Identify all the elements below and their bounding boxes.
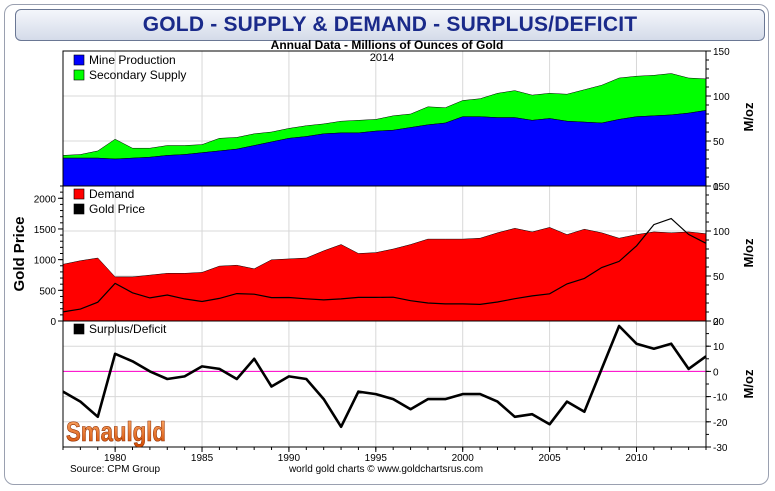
y-tick-label: 1000 [34, 256, 57, 267]
legend-label: Secondary Supply [89, 68, 186, 82]
title-bar: GOLD - SUPPLY & DEMAND - SURPLUS/DEFICIT [15, 9, 765, 41]
y-tick-label: 0 [713, 317, 719, 328]
y-tick-label: 100 [713, 227, 730, 238]
year-label: 2014 [370, 52, 394, 64]
legend-swatch [73, 54, 85, 66]
y-tick-label: 150 [713, 47, 730, 58]
y-tick-label: 0 [50, 317, 56, 328]
gold-price-line [62, 217, 707, 313]
ylabel-surplus: M/oz [741, 369, 756, 398]
x-tick-label: 2005 [538, 453, 561, 464]
ylabel-demand-right: M/oz [741, 238, 756, 267]
y-tick-label: -30 [713, 443, 728, 454]
plot-area-3 [63, 321, 706, 447]
logo: Smaulgld [66, 416, 167, 448]
legend-swatch [73, 203, 85, 215]
chart-subtitle: Annual Data - Millions of Ounces of Gold [271, 38, 504, 52]
x-tick-label: 1980 [104, 453, 127, 464]
y-tick-label: 500 [39, 286, 56, 297]
legend-label: Mine Production [89, 53, 176, 67]
page-title: GOLD - SUPPLY & DEMAND - SURPLUS/DEFICIT [142, 13, 638, 36]
legend-label: Surplus/Deficit [89, 322, 167, 336]
y-tick-label: 1500 [34, 225, 57, 236]
source-credit: Source: CPM Group [70, 464, 160, 475]
y-tick-label: -20 [713, 418, 728, 429]
y-tick-label: 150 [713, 182, 730, 193]
y-tick-label: 100 [713, 92, 730, 103]
logo-text: Smaulgld [66, 416, 166, 447]
legend-swatch [73, 323, 85, 335]
y-tick-label: 0 [713, 367, 719, 378]
x-tick-label: 2010 [625, 453, 648, 464]
y-tick-label: 20 [713, 317, 725, 328]
ylabel-gold-price: Gold Price [11, 216, 28, 291]
y-tick-label: 0 [713, 182, 719, 193]
ylabel-supply: M/oz [741, 102, 756, 131]
y-tick-label: -10 [713, 393, 728, 404]
legend-label: Gold Price [89, 202, 145, 216]
y-tick-label: 2000 [34, 194, 57, 205]
site-credit: world gold charts © www.goldchartsrus.co… [288, 464, 483, 475]
y-tick-label: 50 [713, 137, 725, 148]
x-tick-label: 2000 [452, 453, 475, 464]
x-tick-label: 1995 [365, 453, 388, 464]
legend-label: Demand [89, 187, 134, 201]
legend-swatch [73, 188, 85, 200]
x-tick-label: 1985 [191, 453, 214, 464]
y-tick-label: 50 [713, 272, 725, 283]
legend-swatch [73, 69, 85, 81]
surplus-deficit-line [62, 324, 707, 429]
x-tick-label: 1990 [278, 453, 301, 464]
y-tick-label: 10 [713, 342, 725, 353]
